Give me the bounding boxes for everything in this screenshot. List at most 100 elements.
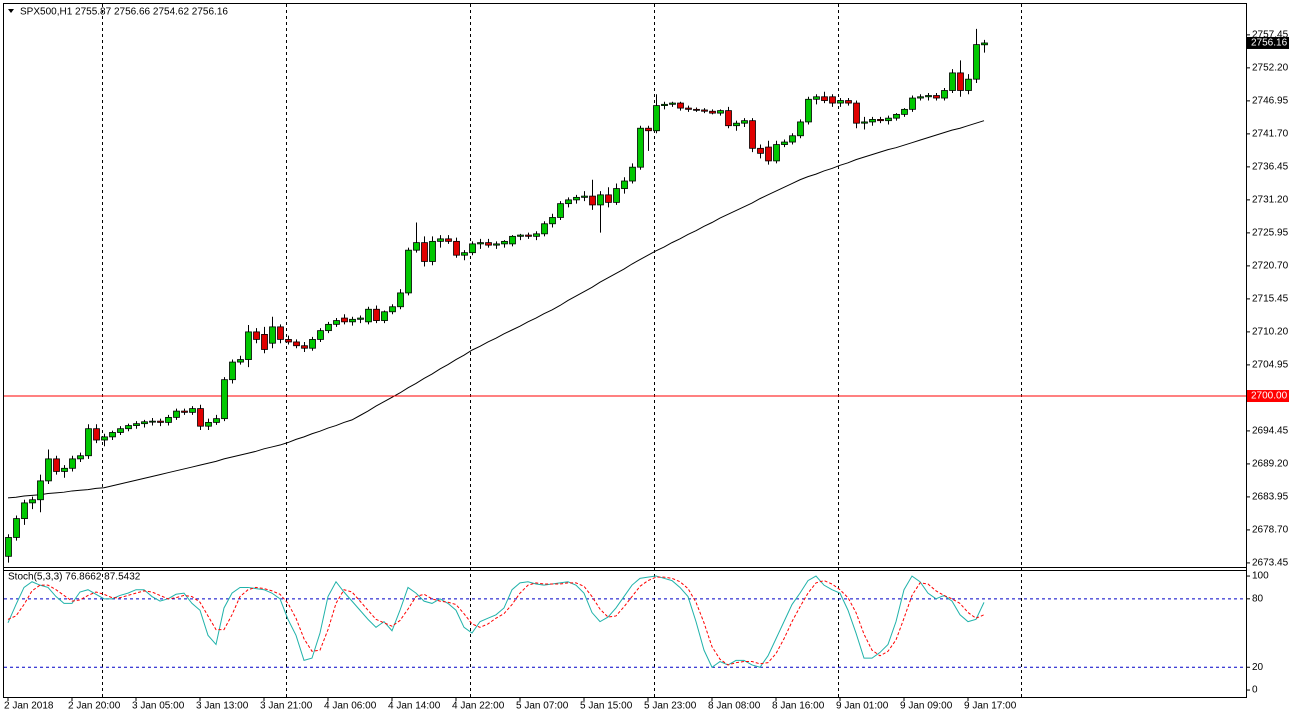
- candle-body: [869, 119, 876, 123]
- x-tick-label: 4 Jan 06:00: [324, 701, 377, 712]
- candle-body: [421, 242, 428, 262]
- candle-body: [493, 243, 500, 246]
- chart-title: SPX500,H1 2755.87 2756.66 2754.62 2756.1…: [20, 7, 228, 18]
- menu-arrow[interactable]: [8, 9, 14, 13]
- oscillator-line: [7, 576, 985, 666]
- candle-body: [837, 100, 844, 104]
- candle-body: [805, 98, 812, 123]
- y-tick-label: 2710.20: [1252, 327, 1289, 338]
- candle-body: [589, 195, 596, 206]
- candle-body: [13, 518, 20, 538]
- candle-body: [605, 194, 612, 203]
- candle-body: [269, 326, 276, 344]
- x-tick-label: 9 Jan 01:00: [836, 701, 889, 712]
- x-tick-label: 9 Jan 09:00: [900, 701, 953, 712]
- candle-body: [333, 320, 340, 325]
- candle-body: [381, 311, 388, 321]
- candle-body: [549, 217, 556, 225]
- candle-body: [901, 108, 908, 115]
- candle-body: [949, 72, 956, 91]
- candle-body: [853, 102, 860, 124]
- candle-body: [229, 361, 236, 381]
- candle-body: [101, 436, 108, 441]
- candle-body: [965, 78, 972, 91]
- level-label-box: [1247, 390, 1289, 403]
- candle-body: [37, 480, 44, 501]
- candle-body: [117, 428, 124, 433]
- candle-body: [477, 242, 484, 245]
- candle-body: [629, 166, 636, 182]
- candle-body: [325, 323, 332, 332]
- y-tick-label: 2683.95: [1252, 492, 1289, 503]
- candle-body: [389, 306, 396, 313]
- x-tick-label: 5 Jan 15:00: [580, 701, 633, 712]
- candle-body: [309, 339, 316, 349]
- candle-body: [573, 196, 580, 201]
- candle-body: [501, 240, 508, 245]
- candle-body: [733, 122, 740, 127]
- candle-body: [301, 345, 308, 349]
- candle-body: [565, 199, 572, 205]
- candle-body: [365, 308, 372, 323]
- candle-body: [933, 95, 940, 99]
- candle-body: [437, 238, 444, 242]
- x-tick-label: 2 Jan 2018: [4, 701, 54, 712]
- candle-body: [669, 102, 676, 105]
- oscillator-line: [7, 575, 985, 669]
- candle-body: [885, 117, 892, 122]
- x-tick-label: 9 Jan 17:00: [964, 701, 1017, 712]
- candle-body: [349, 318, 356, 323]
- y-tick-label: 2678.70: [1252, 525, 1289, 536]
- candle-body: [317, 330, 324, 340]
- candle-body: [541, 223, 548, 235]
- y-tick-label: 2673.45: [1252, 558, 1289, 569]
- candle-body: [61, 467, 68, 472]
- candle-body: [757, 147, 764, 154]
- y-tick-label: 20: [1252, 662, 1264, 673]
- candle-body: [133, 423, 140, 426]
- candle-body: [893, 113, 900, 119]
- candle-body: [925, 95, 932, 98]
- y-tick-label: 100: [1252, 571, 1269, 582]
- y-tick-label: 2741.70: [1252, 129, 1289, 140]
- moving-average-line: [7, 120, 985, 499]
- x-tick-label: 2 Jan 20:00: [68, 701, 121, 712]
- candle-body: [509, 235, 516, 245]
- candle-body: [829, 96, 836, 104]
- x-tick-label: 3 Jan 21:00: [260, 701, 313, 712]
- last-price-box: [1247, 36, 1289, 49]
- candle-body: [141, 421, 148, 425]
- x-tick-label: 4 Jan 14:00: [388, 701, 441, 712]
- x-tick-label: 8 Jan 16:00: [772, 701, 825, 712]
- candle-body: [341, 317, 348, 323]
- candle-body: [621, 180, 628, 189]
- candle-body: [357, 317, 364, 320]
- candle-body: [693, 108, 700, 111]
- x-tick-label: 3 Jan 05:00: [132, 701, 185, 712]
- candle-body: [637, 127, 644, 168]
- candle-body: [957, 72, 964, 91]
- plot-border: [3, 3, 1247, 698]
- x-tick-label: 8 Jan 08:00: [708, 701, 761, 712]
- y-tick-label: 2731.20: [1252, 195, 1289, 206]
- candle-body: [525, 234, 532, 237]
- candle-body: [173, 410, 180, 418]
- y-tick-label: 2689.20: [1252, 459, 1289, 470]
- candle-body: [213, 418, 220, 423]
- candle-body: [157, 420, 164, 423]
- candle-body: [149, 420, 156, 423]
- x-tick-label: 5 Jan 23:00: [644, 701, 697, 712]
- candle-body: [53, 458, 60, 472]
- candle-body: [109, 432, 116, 438]
- candle-body: [973, 44, 980, 80]
- candle-body: [125, 425, 132, 430]
- candle-body: [405, 249, 412, 294]
- candle-body: [821, 96, 828, 101]
- candle-body: [293, 341, 300, 347]
- candle-body: [557, 203, 564, 218]
- candle-body: [685, 107, 692, 110]
- candle-body: [653, 105, 660, 132]
- candle-body: [461, 252, 468, 256]
